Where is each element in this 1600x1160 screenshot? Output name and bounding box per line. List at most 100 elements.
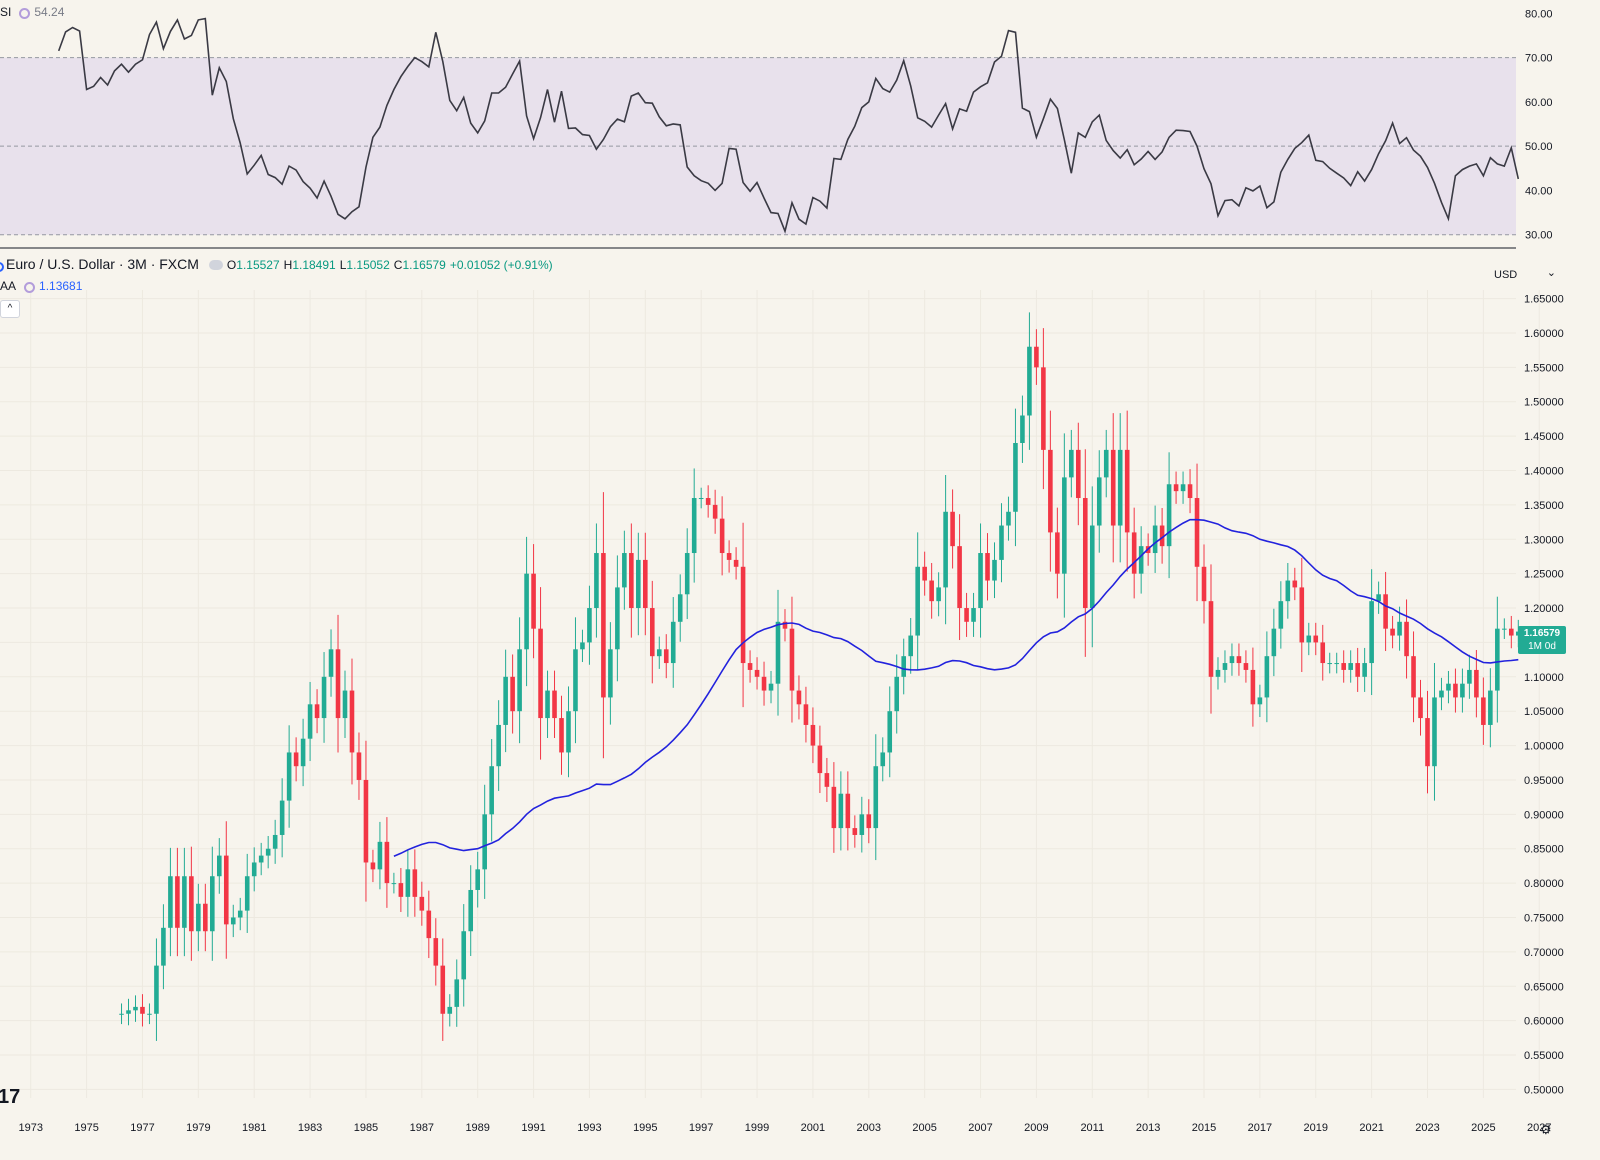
candle-body xyxy=(1320,642,1326,664)
candle-body xyxy=(133,1006,138,1011)
price-tick-label: 0.95000 xyxy=(1524,775,1564,787)
candle-body xyxy=(307,704,313,739)
time-axis[interactable]: 1973 1975 1977 1979 1981 1983 1985 1987 1989 1991… xyxy=(0,1086,1551,1134)
symbol-legend[interactable]: Euro / U.S. Dollar · 3M · FXCM O1.15527 H1… xyxy=(0,256,557,272)
candle-body xyxy=(782,621,788,629)
candle-body xyxy=(859,814,865,835)
candle-body xyxy=(524,573,529,650)
time-tick-label: 1983 xyxy=(298,1122,322,1134)
candle-body xyxy=(1334,663,1340,665)
candle-body xyxy=(1390,628,1395,636)
candle-body xyxy=(552,690,557,719)
time-tick-label: 1977 xyxy=(130,1122,154,1134)
candle-body xyxy=(1082,498,1088,609)
candle-body xyxy=(475,869,480,890)
candle-body xyxy=(1180,484,1186,492)
price-tick-label: 1.00000 xyxy=(1524,741,1564,753)
rsi-tick-label: 70.00 xyxy=(1525,53,1553,65)
candle-body xyxy=(356,752,362,780)
candle-body xyxy=(426,910,432,939)
currency-select[interactable]: USD ⌄ xyxy=(1488,265,1560,285)
candle-body xyxy=(496,724,501,767)
open-value: 1.15527 xyxy=(236,258,280,272)
candle-body xyxy=(1362,663,1367,677)
candle-body xyxy=(433,938,439,966)
candle-body xyxy=(775,621,781,684)
candle-body xyxy=(482,814,487,870)
symbol-title[interactable]: Euro / U.S. Dollar · 3M · FXCM xyxy=(6,256,199,272)
candle-body xyxy=(237,910,243,918)
candle-body xyxy=(1306,635,1312,643)
loading-circle-icon xyxy=(19,8,31,19)
candle-body xyxy=(147,1013,152,1015)
candle-body xyxy=(1502,628,1507,630)
candle-body xyxy=(279,800,285,835)
candle-body xyxy=(580,642,585,650)
candle-body xyxy=(698,498,704,500)
candle-body xyxy=(363,779,369,863)
time-tick-label: 1995 xyxy=(633,1122,657,1134)
candle-body xyxy=(1285,580,1291,602)
price-tick-label: 1.65000 xyxy=(1524,294,1564,306)
candle-body xyxy=(454,979,460,1007)
candle-body xyxy=(398,883,404,897)
chevron-up-icon: ^ xyxy=(7,303,13,314)
price-tick-label: 1.35000 xyxy=(1524,500,1564,512)
candle-body xyxy=(203,903,208,932)
candle-body xyxy=(216,855,222,877)
candle-body xyxy=(817,745,823,774)
candle-body xyxy=(845,793,851,829)
candle-body xyxy=(349,690,355,753)
rsi-legend[interactable]: SI 54.24 xyxy=(0,5,68,19)
candle-body xyxy=(1355,663,1360,677)
candle-body xyxy=(922,566,927,581)
change-value: +0.01052 (+0.91%) xyxy=(449,258,553,272)
time-tick-label: 1999 xyxy=(745,1122,769,1134)
candle-body xyxy=(1055,532,1060,574)
candle-body xyxy=(1271,628,1277,657)
time-tick-label: 1991 xyxy=(521,1122,545,1134)
candle-body xyxy=(950,511,955,547)
time-tick-label: 2015 xyxy=(1192,1122,1216,1134)
candle-body xyxy=(992,559,997,581)
currency-label: USD xyxy=(1494,269,1518,281)
candle-body xyxy=(1404,621,1409,657)
time-tick-label: 2009 xyxy=(1024,1122,1048,1134)
candle-body xyxy=(1215,669,1221,677)
price-pane: 1.65000 1.60000 1.55000 1.50000 1.45000 1.400… xyxy=(0,290,1564,1098)
rsi-pane: 80.00 70.00 60.00 50.00 40.00 30.00 xyxy=(0,8,1553,242)
bar-countdown: 1M 0d xyxy=(1528,641,1556,652)
candle-body xyxy=(747,663,753,670)
candle-body xyxy=(1313,635,1319,643)
candle-body xyxy=(391,883,397,885)
candle-body xyxy=(608,649,613,698)
candle-body xyxy=(901,656,907,677)
candle-body xyxy=(573,649,578,712)
candle-body xyxy=(286,752,292,801)
candle-body xyxy=(649,608,655,657)
time-tick-label: 2023 xyxy=(1415,1122,1439,1134)
collapse-legend-button[interactable]: ^ xyxy=(0,300,20,318)
candle-body xyxy=(461,931,467,980)
candle-body xyxy=(719,518,725,554)
candle-body xyxy=(1236,656,1242,664)
close-value: 1.16579 xyxy=(402,258,446,272)
time-tick-label: 2027 xyxy=(1527,1122,1551,1134)
candle-body xyxy=(978,553,983,609)
candle-body xyxy=(1131,532,1137,574)
price-tick-label: 1.55000 xyxy=(1524,362,1564,374)
gear-icon[interactable]: ⚙ xyxy=(1540,1122,1552,1137)
candle-body xyxy=(328,649,334,677)
market-status-icon xyxy=(208,260,223,270)
candle-body xyxy=(636,559,641,609)
candle-body xyxy=(265,848,271,856)
candle-body xyxy=(1166,484,1172,547)
high-label: H xyxy=(283,258,293,272)
ma-legend[interactable]: AA 1.13681 xyxy=(0,279,86,293)
candle-body xyxy=(894,676,900,712)
candle-body xyxy=(1341,663,1346,670)
candle-body xyxy=(1243,663,1249,670)
candle-body xyxy=(796,690,802,705)
candle-body xyxy=(838,793,844,829)
